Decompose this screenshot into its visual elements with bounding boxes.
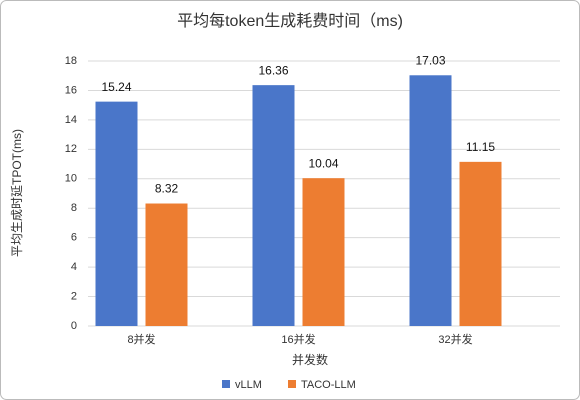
value-label: 15.24	[101, 80, 131, 94]
chart-title: 平均每token生成耗费时间（ms)	[177, 12, 403, 30]
y-tick-label: 6	[71, 232, 77, 244]
legend-label: vLLM	[235, 379, 262, 391]
bar	[252, 85, 295, 327]
y-tick-label: 4	[71, 261, 77, 273]
legend-label: TACO-LLM	[301, 379, 356, 391]
y-tick-label: 2	[71, 290, 77, 302]
y-tick-label: 18	[65, 55, 77, 67]
bar	[459, 161, 502, 326]
bar	[409, 75, 452, 327]
y-tick-label: 8	[71, 202, 77, 214]
legend-swatch	[288, 380, 296, 388]
value-label: 17.03	[415, 53, 445, 67]
x-tick-label: 8并发	[127, 332, 155, 346]
legend-swatch	[222, 380, 230, 388]
y-axis-label: 平均生成时延TPOT(ms)	[10, 129, 24, 257]
value-label: 11.15	[466, 140, 495, 154]
x-tick-label: 32并发	[438, 332, 472, 346]
value-label: 10.04	[308, 156, 338, 170]
value-label: 16.36	[258, 63, 288, 77]
bar	[302, 178, 345, 326]
y-tick-label: 0	[71, 320, 77, 332]
x-tick-label: 16并发	[281, 332, 315, 346]
bar	[145, 203, 188, 326]
x-axis-label: 并发数	[292, 352, 328, 367]
y-tick-label: 14	[65, 114, 77, 126]
bar	[95, 101, 138, 326]
y-tick-label: 10	[65, 173, 77, 185]
y-tick-label: 16	[65, 84, 77, 96]
y-tick-label: 12	[65, 143, 77, 155]
value-label: 8.32	[155, 182, 179, 196]
